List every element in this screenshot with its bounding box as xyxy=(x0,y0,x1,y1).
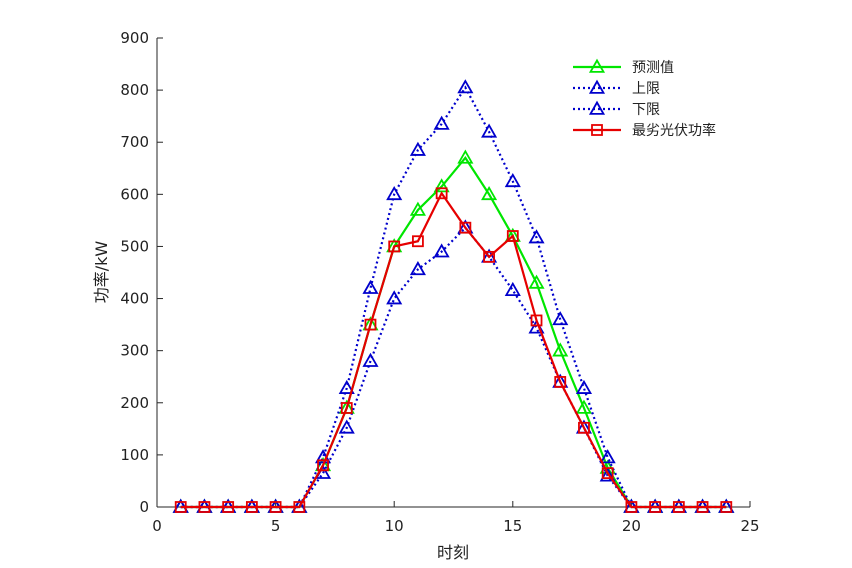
legend-marker xyxy=(588,100,606,115)
data-point xyxy=(504,172,521,188)
data-point xyxy=(340,402,353,414)
data-point xyxy=(409,261,426,276)
y-tick-label: 100 xyxy=(120,446,149,464)
legend-marker xyxy=(588,58,606,73)
data-point xyxy=(504,281,521,296)
y-axis-title: 功率/kW xyxy=(92,241,111,304)
series-layer xyxy=(172,79,735,513)
data-point xyxy=(409,141,426,156)
data-point xyxy=(552,342,569,357)
data-point xyxy=(459,221,472,234)
legend-label: 预测值 xyxy=(632,60,674,76)
y-tick-label: 500 xyxy=(120,237,149,255)
x-tick-label: 25 xyxy=(740,517,759,535)
data-point xyxy=(672,501,685,513)
data-point xyxy=(293,501,306,513)
data-point xyxy=(552,311,569,326)
y-tick-label: 800 xyxy=(120,81,149,99)
data-point xyxy=(435,187,448,200)
legend-label: 上限 xyxy=(632,81,660,97)
data-point xyxy=(338,419,355,434)
data-point xyxy=(338,379,355,394)
data-point xyxy=(412,235,424,248)
series-line xyxy=(180,226,727,509)
legend-item: 预测值 xyxy=(573,58,674,76)
x-tick-label: 0 xyxy=(152,517,162,535)
x-axis-title: 时刻 xyxy=(437,543,469,562)
legend-label: 下限 xyxy=(632,102,660,118)
data-point xyxy=(625,501,638,513)
y-tick-label: 700 xyxy=(120,133,149,151)
data-point xyxy=(696,501,709,513)
data-point xyxy=(599,449,616,464)
data-point xyxy=(578,421,590,434)
data-point xyxy=(222,501,235,513)
y-tick-label: 0 xyxy=(139,498,149,516)
x-tick-label: 20 xyxy=(622,517,641,535)
data-point xyxy=(575,399,593,414)
y-tick-label: 600 xyxy=(120,185,149,203)
data-point xyxy=(433,115,450,130)
data-point xyxy=(601,467,614,480)
data-point xyxy=(386,186,403,201)
legend-item: 最劣光伏功率 xyxy=(573,122,716,139)
data-point xyxy=(198,501,211,513)
y-tick-label: 200 xyxy=(120,394,149,412)
x-tick-label: 10 xyxy=(385,517,404,535)
series-4 xyxy=(174,187,733,513)
data-point xyxy=(364,318,377,331)
x-tick-label: 5 xyxy=(271,517,281,535)
data-point xyxy=(457,79,474,94)
data-point xyxy=(506,230,519,242)
y-tick-label: 300 xyxy=(120,342,149,360)
data-point xyxy=(245,501,258,513)
axes: 0 5 10 15 20 25 0 100 200 300 400 500 600 700 800 900 xyxy=(120,29,759,535)
data-point xyxy=(530,314,543,327)
legend-marker xyxy=(588,79,606,94)
data-point xyxy=(457,149,474,164)
data-point xyxy=(386,290,403,305)
series-line xyxy=(180,191,727,509)
data-point xyxy=(388,240,401,253)
series-2 xyxy=(172,79,735,513)
data-point xyxy=(483,250,495,263)
data-point xyxy=(599,467,616,482)
data-point xyxy=(649,501,662,513)
data-point xyxy=(362,352,379,367)
data-point xyxy=(528,274,545,289)
y-tick-label: 400 xyxy=(120,290,149,308)
data-point xyxy=(528,229,545,244)
series-line xyxy=(180,85,727,509)
series-3 xyxy=(172,219,735,513)
series-1 xyxy=(172,149,735,513)
legend-marker xyxy=(591,124,603,136)
data-point xyxy=(481,123,498,138)
data-point xyxy=(409,201,426,216)
data-point xyxy=(554,376,567,388)
legend-item: 下限 xyxy=(573,100,660,118)
legend-item: 上限 xyxy=(573,79,660,97)
y-tick-label: 900 xyxy=(120,29,149,47)
data-point xyxy=(174,501,187,513)
x-tick-label: 15 xyxy=(503,517,522,535)
data-point xyxy=(362,279,379,294)
data-point xyxy=(481,186,498,201)
data-point xyxy=(317,459,329,472)
legend-label: 最劣光伏功率 xyxy=(632,122,716,139)
data-point xyxy=(269,501,282,513)
data-point xyxy=(575,379,593,394)
data-point xyxy=(720,501,733,513)
data-point xyxy=(433,243,450,258)
